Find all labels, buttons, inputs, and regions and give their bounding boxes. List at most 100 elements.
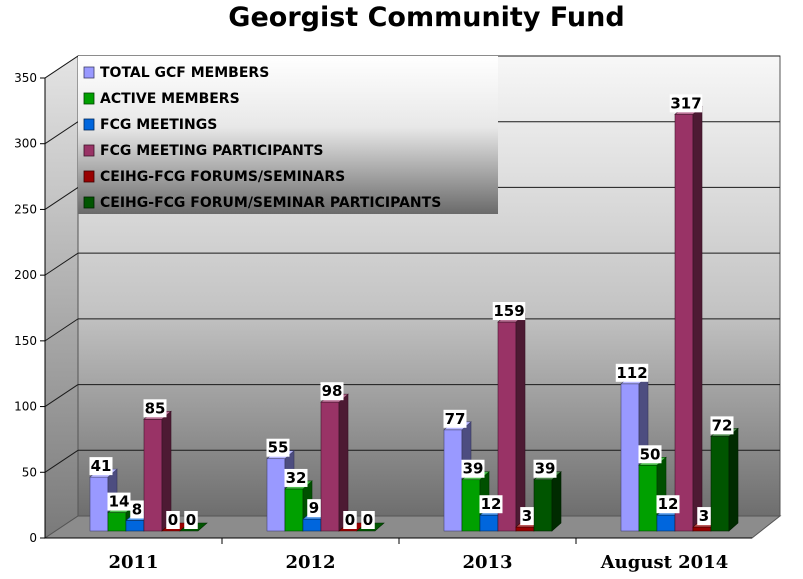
data-label-box bbox=[479, 495, 503, 514]
side-wall bbox=[44, 55, 79, 539]
x-category-label: August 2014 bbox=[600, 552, 729, 573]
legend-swatch bbox=[83, 144, 95, 157]
data-label: 8 bbox=[130, 500, 144, 519]
data-label: 112 bbox=[615, 363, 649, 382]
x-category-label: 2012 bbox=[285, 552, 335, 573]
bar-front bbox=[656, 514, 676, 532]
data-label-box bbox=[656, 495, 680, 514]
data-label-text: 0 bbox=[345, 511, 355, 529]
bar-front bbox=[107, 512, 127, 532]
gridline bbox=[44, 121, 79, 145]
y-tick-label: 250 bbox=[14, 202, 37, 216]
data-label-text: 159 bbox=[493, 302, 524, 320]
gridline bbox=[44, 55, 79, 79]
y-tick-label: 50 bbox=[22, 465, 37, 479]
chart-title: Georgist Community Fund bbox=[228, 2, 625, 33]
legend-item: FCG MEETINGS bbox=[83, 117, 217, 133]
legend-item: CEIHG-FCG FORUM/SEMINAR PARTICIPANTS bbox=[83, 195, 441, 211]
data-label: 317 bbox=[669, 94, 703, 113]
bar-front bbox=[515, 526, 535, 532]
bar-front bbox=[692, 526, 712, 532]
data-label: 39 bbox=[461, 459, 485, 478]
bar-front bbox=[479, 514, 499, 532]
legend-box bbox=[78, 56, 498, 214]
data-label-box bbox=[107, 492, 131, 511]
legend-swatch bbox=[83, 170, 95, 183]
data-label: 85 bbox=[143, 399, 167, 418]
data-label: 77 bbox=[443, 409, 467, 428]
data-label-text: 9 bbox=[309, 499, 319, 517]
data-label-box bbox=[492, 302, 526, 321]
bar-front bbox=[143, 418, 163, 532]
bar bbox=[143, 410, 172, 532]
y-tick-label: 150 bbox=[14, 334, 37, 348]
legend-label: CEIHG-FCG FORUMS/SEMINARS bbox=[100, 169, 345, 185]
data-label-text: 32 bbox=[286, 469, 307, 487]
data-label-box bbox=[697, 507, 711, 526]
data-label-text: 98 bbox=[322, 382, 343, 400]
legend-label: TOTAL GCF MEMBERS bbox=[100, 65, 269, 81]
legend-label: ACTIVE MEMBERS bbox=[100, 91, 240, 107]
data-label: 98 bbox=[320, 382, 344, 401]
data-label: 14 bbox=[107, 492, 131, 511]
gridline bbox=[44, 384, 79, 407]
bar-front bbox=[284, 488, 304, 532]
bar-front bbox=[302, 518, 322, 532]
data-label: 0 bbox=[184, 511, 198, 529]
legend-item: ACTIVE MEMBERS bbox=[83, 91, 240, 107]
data-label-text: 77 bbox=[445, 410, 466, 428]
data-label: 9 bbox=[307, 499, 321, 517]
data-label: 39 bbox=[533, 459, 557, 478]
data-label: 3 bbox=[520, 507, 534, 526]
bar bbox=[674, 105, 703, 532]
gridline bbox=[44, 252, 79, 276]
data-label-box bbox=[143, 399, 167, 418]
data-label-text: 12 bbox=[658, 495, 679, 513]
x-category-label: 2013 bbox=[462, 552, 512, 573]
data-label-text: 39 bbox=[535, 460, 556, 478]
legend-swatch bbox=[83, 118, 95, 131]
data-label-box bbox=[266, 438, 290, 457]
legend-swatch bbox=[83, 196, 95, 209]
bar-front bbox=[320, 401, 340, 532]
bar-front bbox=[710, 436, 730, 532]
legend-swatch bbox=[83, 92, 95, 105]
bar-front bbox=[533, 479, 553, 532]
data-label-text: 55 bbox=[268, 439, 289, 457]
data-label: 12 bbox=[656, 495, 680, 514]
data-label: 41 bbox=[89, 457, 113, 476]
data-label-text: 41 bbox=[91, 457, 112, 475]
bar-front bbox=[638, 464, 658, 532]
gridline bbox=[44, 187, 79, 210]
data-label: 0 bbox=[343, 511, 357, 529]
data-label-text: 14 bbox=[109, 493, 130, 511]
bar-front bbox=[674, 114, 694, 532]
data-label-box bbox=[361, 511, 375, 529]
bar-side bbox=[551, 471, 562, 532]
y-tick-label: 100 bbox=[14, 400, 37, 414]
data-label-box bbox=[307, 499, 321, 518]
legend-label: FCG MEETINGS bbox=[100, 117, 217, 133]
bar-front bbox=[266, 458, 286, 532]
data-label: 55 bbox=[266, 438, 290, 457]
data-label-text: 3 bbox=[522, 507, 532, 525]
data-label-text: 0 bbox=[186, 511, 196, 529]
data-label-box bbox=[533, 459, 557, 478]
y-tick-label: 300 bbox=[14, 137, 37, 151]
data-label: 0 bbox=[361, 511, 375, 529]
y-tick-label: 200 bbox=[14, 268, 37, 282]
data-label: 72 bbox=[710, 416, 734, 435]
gridline bbox=[44, 449, 79, 473]
bar-front bbox=[89, 476, 109, 532]
gridline bbox=[44, 318, 79, 342]
data-label-text: 85 bbox=[145, 399, 166, 417]
legend-label: FCG MEETING PARTICIPANTS bbox=[100, 143, 323, 159]
bar bbox=[533, 471, 562, 532]
x-category-label: 2011 bbox=[108, 552, 158, 573]
data-label-box bbox=[89, 457, 113, 476]
data-label-box bbox=[343, 511, 357, 529]
y-tick-label: 0 bbox=[29, 531, 37, 545]
data-label-text: 8 bbox=[132, 500, 142, 518]
data-label-text: 317 bbox=[670, 94, 701, 112]
